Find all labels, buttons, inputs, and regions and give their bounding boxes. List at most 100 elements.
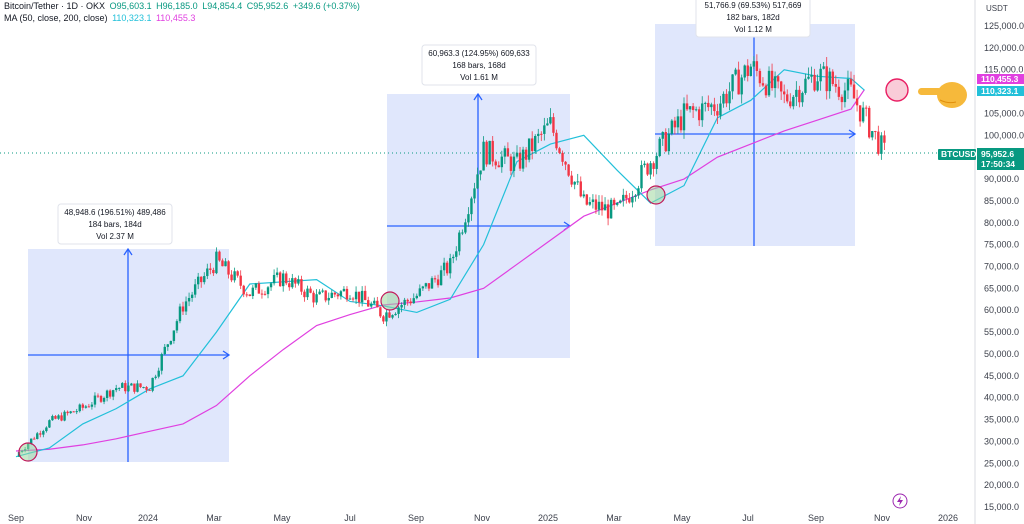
candle-body — [567, 164, 570, 176]
candle-body — [379, 307, 382, 317]
candle-body — [728, 91, 731, 104]
candle-body — [515, 152, 519, 157]
last-price-tag-bg — [977, 148, 1024, 170]
candle-body — [427, 283, 431, 289]
price-tick-label: 20,000.0 — [984, 480, 1019, 490]
candle-body — [172, 330, 176, 341]
candle-body — [549, 117, 552, 124]
candle-body — [278, 272, 282, 287]
time-tick-label: May — [673, 513, 691, 523]
price-tick-label: 115,000.0 — [984, 65, 1023, 75]
candle-body — [175, 321, 179, 331]
candle-body — [476, 174, 479, 189]
candle-body — [482, 141, 485, 171]
price-tick-label: 85,000.0 — [984, 196, 1019, 206]
candle-body — [649, 163, 652, 175]
candle-body — [178, 306, 182, 322]
candle-body — [758, 70, 762, 84]
symbol-title[interactable]: Bitcoin/Tether · 1D · OKX — [4, 1, 106, 11]
candle-body — [263, 293, 267, 295]
candle-body — [713, 104, 716, 112]
candle-body — [455, 251, 458, 257]
candle-body — [494, 161, 497, 166]
price-tick-label: 105,000.0 — [984, 108, 1024, 118]
candle-body — [540, 133, 543, 135]
candle-body — [819, 68, 822, 82]
candle-body — [661, 131, 664, 139]
candle-body — [834, 84, 838, 87]
candle-body — [725, 93, 728, 104]
candle-body — [127, 385, 130, 392]
candle-body — [561, 152, 564, 162]
candle-body — [734, 69, 737, 75]
price-tick-label: 60,000.0 — [984, 305, 1019, 315]
candle-body — [145, 387, 148, 390]
candle-body — [108, 390, 112, 397]
candle-body — [266, 287, 270, 295]
candle-body — [704, 102, 707, 104]
candle-body — [564, 161, 567, 165]
price-tick-label: 45,000.0 — [984, 371, 1019, 381]
candle-body — [701, 103, 704, 121]
candle-body — [330, 292, 333, 298]
candle-body — [412, 298, 415, 304]
candle-body — [424, 283, 428, 287]
candle-body — [488, 140, 491, 165]
candle-body — [737, 69, 740, 95]
candle-body — [57, 415, 60, 419]
candle-body — [846, 79, 850, 91]
candle-body — [394, 313, 397, 316]
candle-body — [612, 199, 616, 205]
candle-body — [743, 65, 746, 78]
ma50-value: 110,323.1 — [112, 13, 152, 23]
candle-body — [439, 270, 443, 286]
measure-arrow-head — [848, 129, 857, 139]
candle-body — [634, 195, 637, 198]
candle-body — [206, 268, 209, 277]
candle-body — [506, 148, 510, 157]
candle-body — [849, 79, 853, 85]
candle-body — [473, 188, 476, 199]
candle-body — [111, 390, 115, 397]
candle-body — [534, 135, 537, 152]
candle-body — [503, 148, 507, 157]
candle-body — [840, 96, 844, 103]
candle-body — [500, 156, 504, 168]
measure-label-line2: 184 bars, 184d — [88, 220, 141, 229]
candle-body — [543, 125, 546, 134]
candle-body — [236, 271, 239, 276]
candle-body — [537, 133, 540, 136]
candle-body — [798, 89, 801, 103]
candle-body — [133, 383, 136, 392]
candle-body — [658, 138, 661, 157]
candle-body — [707, 102, 710, 108]
measure-label-box — [57, 203, 173, 245]
candle-body — [181, 306, 185, 312]
candle-body — [257, 283, 261, 294]
candle-body — [640, 165, 643, 189]
candle-body — [212, 269, 215, 274]
candle-body — [719, 103, 722, 116]
candle-body — [679, 116, 683, 131]
candle-body — [260, 293, 264, 295]
price-tick-label: 30,000.0 — [984, 436, 1019, 446]
candle-body — [160, 354, 163, 371]
candle-body — [861, 107, 865, 122]
candle-body — [315, 294, 318, 303]
candle-body — [864, 107, 868, 109]
candle-body — [789, 101, 792, 107]
candle-body — [421, 286, 425, 289]
candle-body — [776, 76, 780, 82]
candle-body — [363, 290, 367, 301]
candle-body — [579, 181, 582, 197]
candle-body — [716, 111, 719, 116]
ma-indicator-label[interactable]: MA (50, close, 200, close) — [4, 13, 108, 23]
time-tick-label: Sep — [808, 513, 824, 523]
candle-body — [351, 298, 355, 300]
measure-label-line3: Vol 1.61 M — [460, 73, 498, 82]
candle-body — [36, 433, 39, 439]
candle-body — [521, 149, 525, 169]
candle-body — [96, 395, 100, 397]
price-tick-label: 75,000.0 — [984, 240, 1019, 250]
